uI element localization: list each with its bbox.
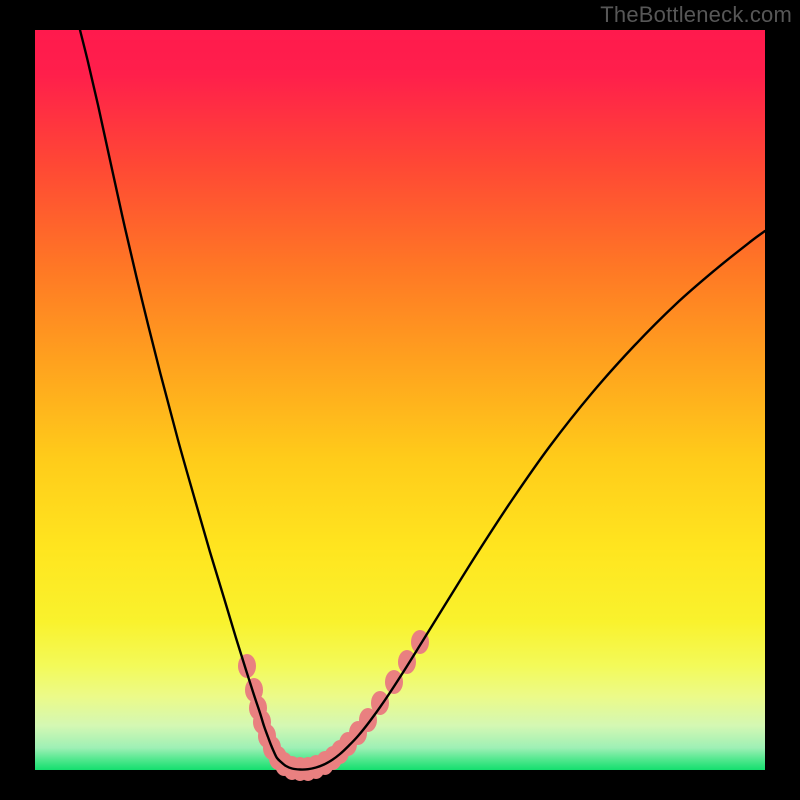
bottleneck-chart (0, 0, 800, 800)
marker-dot (371, 691, 389, 715)
marker-dot (398, 650, 416, 674)
marker-dot (385, 670, 403, 694)
watermark-text: TheBottleneck.com (600, 2, 792, 28)
